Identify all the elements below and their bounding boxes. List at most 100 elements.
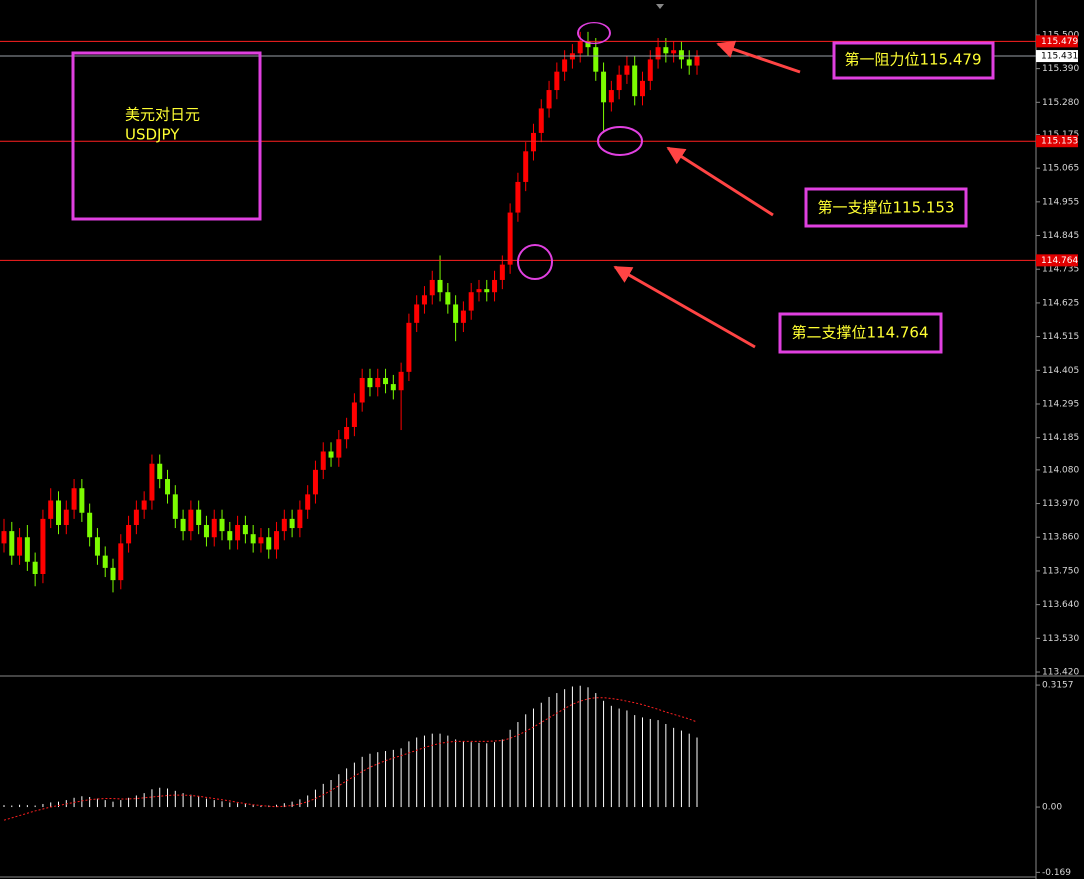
candle-body (484, 289, 490, 293)
candle-body (172, 494, 178, 519)
candle-body (460, 310, 466, 323)
candle-body (79, 488, 85, 513)
price-tag (1036, 50, 1078, 63)
candle-body (616, 74, 622, 91)
level-box (804, 187, 968, 228)
candle-body (336, 439, 342, 458)
y-tick-label: 114.080 (1042, 465, 1079, 475)
candle-body (242, 524, 248, 535)
candle-body (453, 304, 459, 323)
candle-body (686, 59, 692, 66)
level-label: 第二支撑位114.764 (791, 324, 928, 342)
candle-body (110, 567, 116, 581)
y-tick-label: 114.735 (1042, 265, 1079, 275)
current-price-label: 115.431 (1041, 52, 1078, 62)
candle-body (601, 71, 607, 103)
candle-body (344, 426, 350, 440)
level-tag (1036, 254, 1078, 267)
y-tick-label: -0.169 (1042, 868, 1071, 878)
candle-body (585, 41, 591, 48)
candle-body (421, 295, 427, 305)
candle-body (17, 537, 23, 556)
candle-body (639, 80, 645, 97)
candle-body (538, 108, 544, 133)
candle-body (390, 384, 396, 391)
candle-body (523, 151, 529, 182)
candle-body (351, 402, 357, 427)
y-tick-label: 113.640 (1042, 600, 1079, 610)
candle-body (554, 71, 560, 91)
candle-body (507, 212, 513, 265)
y-tick-label: 113.530 (1042, 634, 1079, 644)
candle-body (126, 524, 132, 544)
signal-line (3, 697, 698, 821)
y-tick-label: 114.845 (1042, 231, 1079, 241)
level-label: 第一支撑位115.153 (817, 199, 954, 217)
candle-body (266, 537, 272, 550)
y-tick-label: 115.065 (1042, 164, 1079, 174)
candle-body (188, 509, 194, 532)
candle-body (476, 289, 482, 293)
candle-body (118, 543, 124, 581)
arrow (613, 265, 756, 349)
y-tick-label: 114.185 (1042, 433, 1079, 443)
candle-body (71, 488, 77, 510)
y-tick-label: 114.625 (1042, 298, 1079, 308)
candle-body (102, 555, 108, 568)
candle-body (219, 518, 225, 532)
y-tick-label: 114.405 (1042, 366, 1079, 376)
candle-body (180, 518, 186, 532)
candle-body (492, 279, 498, 293)
candle-body (141, 500, 147, 510)
candle-body (1, 531, 7, 544)
y-tick-label: 114.955 (1042, 197, 1079, 207)
y-tick-label: 0.3157 (1042, 681, 1074, 691)
candle-body (406, 322, 412, 372)
candle-body (655, 47, 661, 60)
candle-body (9, 531, 15, 556)
y-tick-label: 113.420 (1042, 668, 1079, 678)
y-tick-label: 114.295 (1042, 400, 1079, 410)
y-tick-label: 115.280 (1042, 98, 1079, 108)
y-tick-label: 0.00 (1042, 803, 1062, 813)
candle-body (577, 41, 583, 54)
arrow (666, 146, 774, 217)
candle-body (235, 524, 241, 541)
candle-body (203, 524, 209, 538)
level-tag (1036, 35, 1078, 48)
candle-body (445, 292, 451, 305)
subtitle: USDJPY (125, 126, 180, 144)
candle-body (281, 518, 287, 532)
candle-body (678, 50, 684, 60)
candle-body (133, 509, 139, 525)
candle-body (632, 65, 638, 97)
candle-body (149, 463, 155, 501)
y-tick-label: 114.515 (1042, 332, 1079, 342)
candle-body (32, 561, 38, 575)
level-label: 第一阻力位115.479 (844, 51, 981, 69)
candle-body (305, 494, 311, 510)
title-box (71, 51, 262, 221)
candle-body (515, 181, 521, 213)
candle-body (383, 377, 389, 385)
candle-body (94, 537, 100, 556)
candle-body (437, 279, 443, 293)
candle-body (312, 469, 318, 495)
level-tag (1036, 135, 1078, 148)
y-tick-label: 115.175 (1042, 130, 1079, 140)
candle-body (211, 518, 217, 538)
candle-body (258, 537, 264, 544)
level-tag-label: 114.764 (1041, 256, 1078, 266)
candle-body (608, 90, 614, 103)
candle-body (289, 518, 295, 529)
candle-body (414, 304, 420, 323)
candle-body (546, 90, 552, 109)
candle-body (647, 59, 653, 81)
candle-body (250, 534, 256, 544)
y-tick-label: 115.390 (1042, 64, 1079, 74)
arrow (716, 40, 801, 74)
candle-body (359, 377, 365, 403)
candle-body (157, 463, 163, 480)
level-box (778, 312, 943, 354)
